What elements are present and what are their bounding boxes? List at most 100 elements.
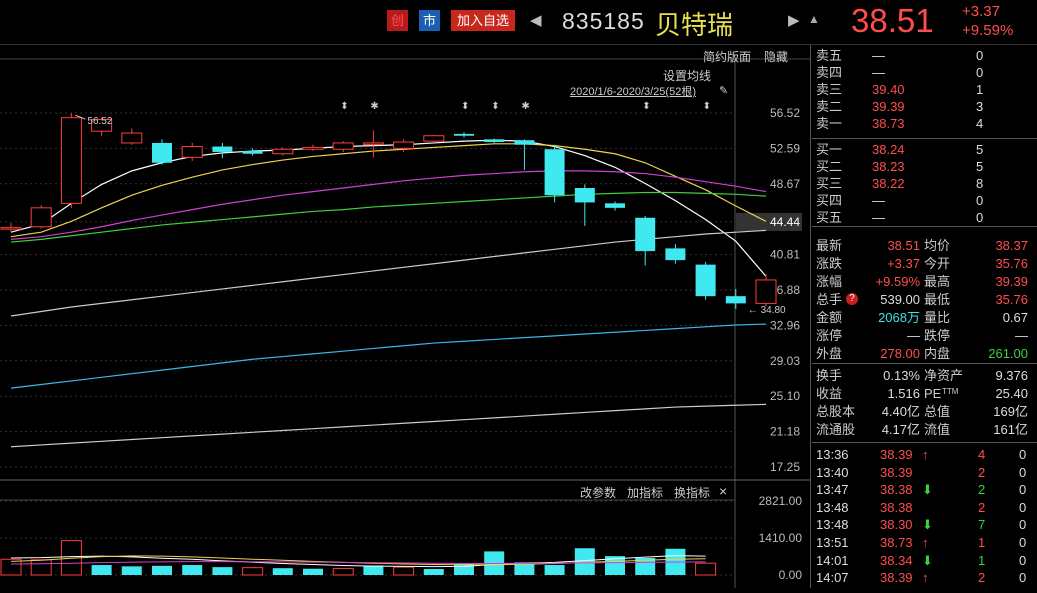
candle-body[interactable]	[272, 148, 294, 155]
event-marker-icon[interactable]: ✱	[521, 101, 529, 112]
event-marker-icon[interactable]: ⬍	[703, 101, 711, 112]
candle-body[interactable]	[60, 117, 82, 204]
volume-bar[interactable]	[303, 568, 323, 575]
candle-body[interactable]	[544, 149, 565, 196]
volume-bar[interactable]	[242, 567, 264, 576]
candle-body[interactable]	[362, 142, 384, 145]
candle-body[interactable]	[665, 248, 686, 261]
trade-time: 14:07	[816, 570, 849, 586]
volume-bar[interactable]	[454, 563, 474, 575]
trade-time: 13:48	[816, 499, 849, 515]
volume-bar[interactable]	[544, 565, 565, 575]
ma-line-5	[10, 323, 767, 389]
volume-bar[interactable]	[182, 565, 203, 575]
stat-value: 35.76	[995, 256, 1028, 271]
up-arrow-icon: ↑	[922, 447, 929, 462]
y-tick-label: 29.03	[770, 354, 800, 368]
event-marker-icon[interactable]: ⬍	[642, 101, 650, 112]
candle-body[interactable]	[181, 146, 203, 158]
candle-body[interactable]	[635, 217, 656, 252]
trade-count: 0	[1019, 447, 1027, 462]
volume-bar[interactable]	[121, 566, 142, 575]
candle-body[interactable]	[302, 146, 324, 150]
event-marker-icon[interactable]: ⬍	[340, 101, 348, 112]
candle-body[interactable]	[332, 142, 354, 150]
candle-body[interactable]	[423, 135, 445, 142]
change-params-button[interactable]: 改参数	[580, 486, 617, 500]
bid-row: 买二 38.23 5	[812, 158, 1032, 175]
down-arrow-icon: ⬇	[922, 552, 933, 568]
close-indicator-icon[interactable]: ×	[719, 483, 728, 499]
fund-label: 换手	[816, 368, 843, 383]
candle-body[interactable]	[725, 296, 746, 304]
stat-label: 均价	[924, 238, 951, 253]
pin-icon[interactable]: ✎	[719, 85, 729, 97]
bid-volume: 5	[976, 142, 984, 157]
candle-body[interactable]	[574, 188, 595, 203]
fund-label: 总股本	[816, 404, 856, 419]
stat-value: 38.51	[887, 238, 920, 253]
trade-count: 0	[1019, 570, 1027, 586]
ask-volume: 4	[976, 116, 984, 131]
volume-bar[interactable]	[574, 548, 595, 575]
prev-stock-icon[interactable]: ◀	[530, 12, 542, 29]
ask-row: 卖四 — 0	[812, 64, 1032, 81]
stat-label: 涨跌	[816, 256, 843, 271]
ma-line-2	[10, 170, 767, 240]
volume-bar[interactable]	[332, 567, 354, 576]
volume-bar[interactable]	[393, 566, 415, 576]
candle-body[interactable]	[393, 141, 415, 149]
trade-count: 0	[1019, 517, 1027, 533]
candle-body[interactable]	[605, 203, 625, 208]
volume-bar[interactable]	[695, 562, 717, 576]
volume-bar[interactable]	[272, 568, 293, 575]
candle-body[interactable]	[484, 139, 505, 143]
volume-bar[interactable]	[152, 565, 172, 575]
next-stock-icon[interactable]: ▶	[788, 12, 800, 29]
ask-price: —	[872, 65, 885, 80]
candle-body[interactable]	[121, 132, 143, 144]
candle-body[interactable]	[242, 151, 263, 154]
stat-value: 261.00	[988, 346, 1028, 361]
bid-price: —	[872, 210, 885, 225]
event-marker-icon[interactable]: ⬍	[461, 101, 469, 112]
volume-bar[interactable]	[363, 565, 384, 575]
volume-bar[interactable]	[30, 559, 52, 576]
bell-icon[interactable]: ▲	[808, 12, 820, 26]
trade-price: 38.34	[880, 552, 913, 568]
candle-body[interactable]	[454, 133, 474, 136]
ma-settings-button[interactable]: 设置均线	[663, 69, 712, 83]
candle-body[interactable]	[30, 207, 52, 228]
trade-price: 38.30	[880, 517, 913, 533]
event-marker-icon[interactable]: ⬍	[491, 101, 499, 112]
candle-body[interactable]	[212, 146, 233, 152]
trade-row: 13:40 38.39 2 0	[812, 464, 1032, 481]
trade-row: 13:36 38.39 ↑ 4 0	[812, 446, 1032, 463]
candle-body[interactable]	[514, 140, 535, 145]
add-indicator-button[interactable]: 加指标	[627, 486, 664, 500]
candle-body[interactable]	[152, 142, 172, 163]
volume-bar[interactable]	[212, 567, 233, 575]
candle-body[interactable]	[695, 264, 716, 297]
volume-bar[interactable]	[91, 565, 112, 575]
ask-price: 39.40	[872, 82, 905, 97]
simple-layout-button[interactable]: 简约版面	[703, 50, 752, 64]
trade-volume: 2	[978, 482, 986, 498]
candle-body[interactable]	[0, 227, 22, 230]
volume-bar[interactable]	[423, 568, 444, 575]
info-icon[interactable]: ?	[846, 293, 858, 305]
bid-label: 买四	[816, 193, 843, 208]
hide-button[interactable]: 隐藏	[764, 50, 789, 64]
switch-indicator-button[interactable]: 换指标	[674, 486, 711, 500]
stat-label: 总手	[816, 292, 843, 307]
bid-row: 买三 38.22 8	[812, 175, 1032, 192]
bid-price: 38.23	[872, 159, 905, 174]
ask-volume: 0	[976, 48, 984, 63]
event-marker-icon[interactable]: ✱	[370, 101, 378, 112]
candle-body[interactable]	[91, 118, 113, 132]
candle-body[interactable]	[755, 279, 777, 304]
volume-bar[interactable]	[0, 558, 22, 576]
stat-label: 涨停	[816, 328, 843, 343]
volume-bar[interactable]	[514, 562, 535, 575]
add-watchlist-button[interactable]: 加入自选	[451, 10, 516, 31]
